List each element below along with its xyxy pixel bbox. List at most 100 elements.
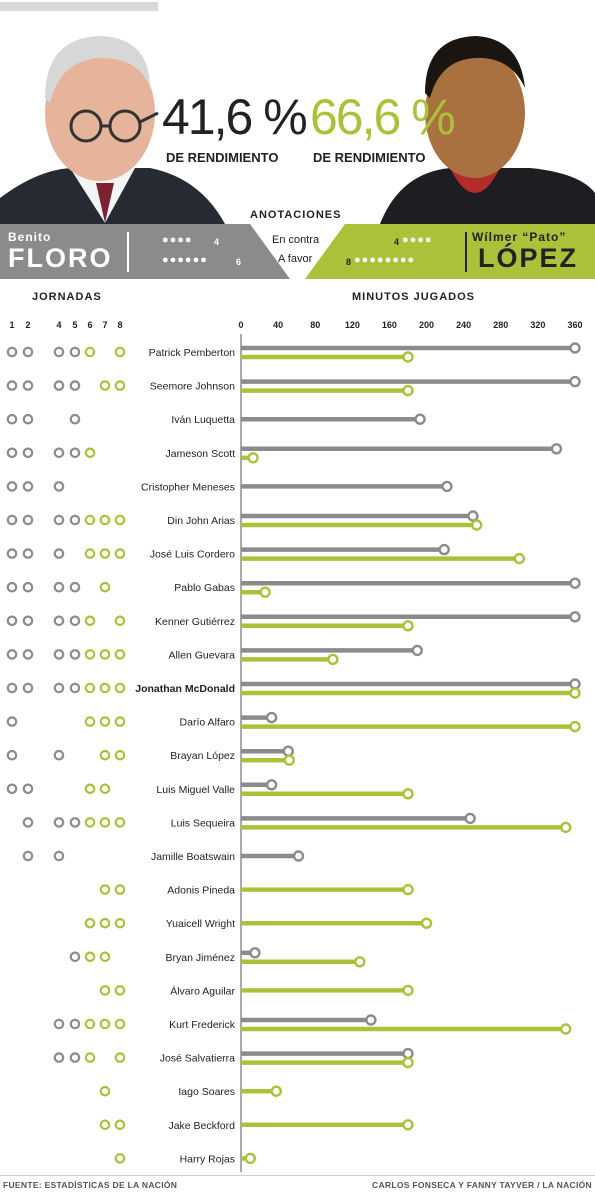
floro-against-count: 4 bbox=[214, 237, 220, 247]
jornada-marker bbox=[99, 951, 111, 963]
jornada-marker bbox=[6, 548, 18, 559]
floro-minutes-marker bbox=[365, 1014, 377, 1026]
jornada-marker bbox=[84, 514, 96, 526]
floro-minutes-marker bbox=[569, 577, 581, 589]
lopez-percentage: 66,6 % bbox=[310, 89, 456, 145]
jornada-marker bbox=[99, 682, 111, 694]
x-tick-label: 200 bbox=[419, 320, 434, 330]
player-name: Patrick Pemberton bbox=[149, 347, 236, 359]
jornada-marker bbox=[53, 615, 65, 627]
lopez-percentage-label: DE RENDIMIENTO bbox=[313, 150, 426, 165]
jornada-marker bbox=[22, 615, 34, 627]
floro-minutes-marker bbox=[402, 1047, 414, 1060]
floro-minutes-marker bbox=[282, 745, 295, 757]
jornada-tick-label: 1 bbox=[9, 320, 14, 330]
jornada-marker bbox=[99, 581, 111, 593]
player-name: Kurt Frederick bbox=[169, 1019, 236, 1031]
jornada-marker bbox=[6, 749, 18, 761]
floro-percentage: 41,6 % bbox=[162, 89, 308, 145]
lopez-for-count: 8 bbox=[346, 257, 352, 267]
player-name: José Salvatierra bbox=[160, 1053, 235, 1065]
legend-for: A favor bbox=[278, 253, 313, 265]
jornada-marker bbox=[114, 884, 126, 895]
jornada-marker bbox=[84, 1052, 96, 1063]
jornada-marker bbox=[114, 1018, 126, 1030]
jornada-marker bbox=[53, 447, 65, 459]
jornada-marker bbox=[22, 649, 34, 660]
jornada-marker bbox=[114, 380, 126, 391]
player-name: José Luis Cordero bbox=[150, 549, 235, 561]
jornada-tick-label: 2 bbox=[25, 320, 30, 330]
lopez-minutes-marker bbox=[244, 1152, 256, 1165]
jornada-marker bbox=[114, 615, 126, 627]
jornada-marker bbox=[53, 581, 65, 593]
jornada-marker bbox=[99, 817, 111, 828]
jornada-marker bbox=[69, 615, 81, 627]
lopez-minutes-marker bbox=[402, 984, 414, 997]
jornada-marker bbox=[114, 1153, 126, 1164]
lopez-band bbox=[305, 224, 595, 279]
floro-for-dots: ●●●●●● bbox=[162, 254, 208, 266]
player-name: Jake Beckford bbox=[168, 1120, 235, 1132]
jornada-marker bbox=[6, 581, 18, 593]
floro-first-name: Benito bbox=[8, 230, 52, 244]
player-name: Iago Soares bbox=[178, 1086, 235, 1098]
jornada-marker bbox=[84, 346, 96, 358]
player-name: Yuaicell Wright bbox=[166, 918, 235, 930]
player-name: Jamille Boatswain bbox=[151, 851, 235, 863]
floro-minutes-marker bbox=[411, 644, 423, 657]
jornada-marker bbox=[114, 1052, 126, 1063]
x-tick-label: 280 bbox=[493, 320, 508, 330]
jornada-marker bbox=[114, 1119, 126, 1131]
footer-credit: CARLOS FONSECA Y FANNY TAYVER / LA NACIÓ… bbox=[372, 1180, 592, 1190]
lopez-minutes-marker bbox=[569, 720, 581, 733]
jornada-marker bbox=[53, 481, 65, 492]
lopez-minutes-marker bbox=[402, 883, 414, 896]
minutes-title: MINUTOS JUGADOS bbox=[352, 291, 475, 303]
lopez-minutes-marker bbox=[402, 788, 414, 800]
lopez-minutes-marker bbox=[354, 956, 366, 968]
jornada-marker bbox=[99, 1085, 111, 1097]
jornada-marker bbox=[99, 985, 111, 996]
floro-minutes-marker bbox=[265, 711, 278, 724]
jornada-marker bbox=[114, 917, 126, 929]
jornada-marker bbox=[53, 682, 65, 694]
legend-against: En contra bbox=[272, 234, 320, 246]
jornada-marker bbox=[69, 380, 81, 391]
jornada-marker bbox=[99, 783, 111, 795]
jornada-marker bbox=[84, 548, 96, 559]
x-tick-label: 80 bbox=[310, 320, 320, 330]
lopez-minutes-marker bbox=[402, 620, 414, 632]
floro-minutes-marker bbox=[441, 480, 453, 493]
jornada-marker bbox=[53, 380, 65, 391]
player-name: Allen Guevara bbox=[168, 649, 235, 661]
lopez-portrait bbox=[380, 18, 595, 224]
jornada-marker bbox=[22, 481, 34, 492]
jornada-marker bbox=[22, 380, 34, 391]
player-name: Darío Alfaro bbox=[180, 717, 236, 729]
jornada-marker bbox=[53, 749, 65, 761]
jornada-marker bbox=[69, 413, 81, 425]
floro-minutes-marker bbox=[467, 510, 479, 522]
jornada-marker bbox=[6, 783, 18, 795]
player-name: Luis Sequeira bbox=[171, 817, 235, 829]
x-tick-label: 360 bbox=[567, 320, 582, 330]
jornada-marker bbox=[84, 817, 96, 828]
jornada-marker bbox=[69, 581, 81, 593]
lopez-minutes-marker bbox=[402, 1119, 414, 1131]
jornada-marker bbox=[84, 615, 96, 627]
jornada-marker bbox=[114, 985, 126, 996]
player-name: Brayan López bbox=[170, 750, 235, 762]
player-name: Álvaro Aguilar bbox=[170, 984, 235, 997]
jornada-marker bbox=[84, 682, 96, 694]
jornada-marker bbox=[84, 447, 96, 459]
jornada-marker bbox=[114, 548, 126, 559]
floro-minutes-marker bbox=[569, 342, 581, 354]
jornada-marker bbox=[84, 783, 96, 795]
player-name: Jameson Scott bbox=[166, 448, 236, 460]
jornada-marker bbox=[99, 649, 111, 660]
x-tick-label: 240 bbox=[456, 320, 471, 330]
jornada-marker bbox=[69, 346, 81, 358]
top-bar bbox=[0, 2, 158, 11]
player-name: Kenner Gutiérrez bbox=[155, 616, 235, 628]
